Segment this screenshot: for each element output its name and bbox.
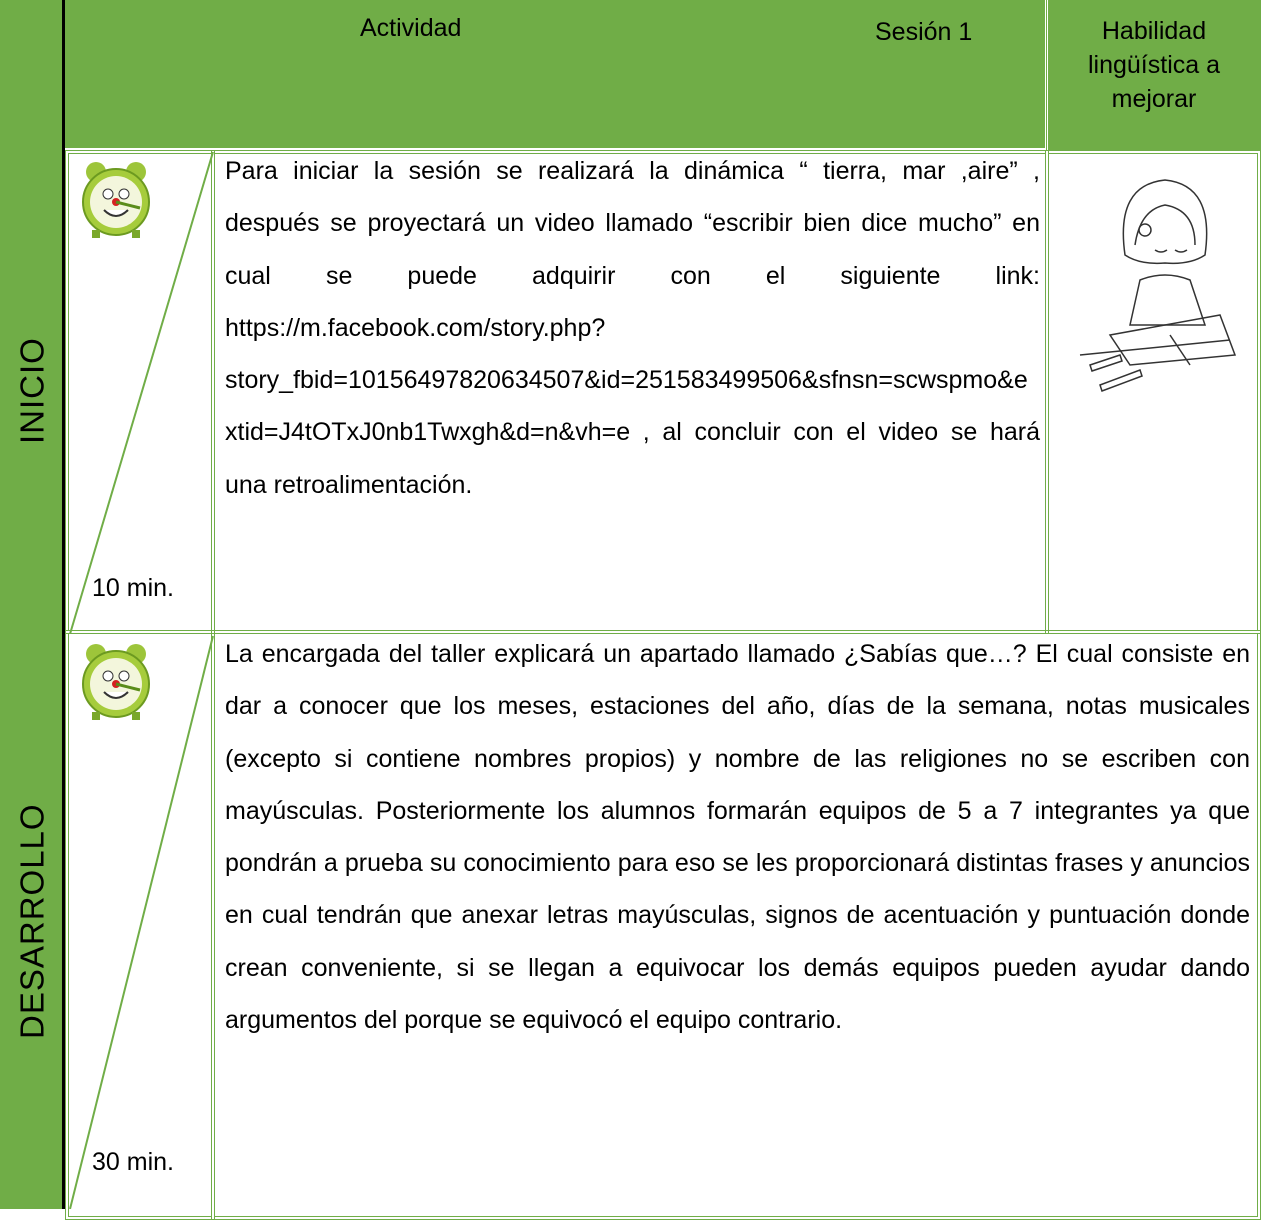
phase-label: INICIO: [13, 337, 51, 445]
activity-text: La encargada del taller explicará un apa…: [225, 640, 1250, 1035]
phase-column: [0, 0, 65, 1209]
header-activity: Actividad: [360, 14, 462, 42]
clock-icon: [82, 162, 150, 238]
header-cell: [65, 0, 1045, 150]
activity-text: Para iniciar la sesión se realizará la d…: [225, 157, 1040, 499]
time-label: 10 min.: [92, 574, 174, 602]
time-label: 30 min.: [92, 1148, 174, 1176]
girl-drawing: [1079, 179, 1237, 392]
header-session: Sesión 1: [875, 18, 973, 46]
header-cell: [1045, 0, 1261, 150]
diagonal: [69, 151, 214, 634]
clock-icon: [82, 644, 150, 720]
diagonal: [69, 635, 214, 1209]
header-skill: Habilidad lingüística a mejorar: [1087, 17, 1221, 113]
phase-label: DESARROLLO: [13, 803, 51, 1040]
